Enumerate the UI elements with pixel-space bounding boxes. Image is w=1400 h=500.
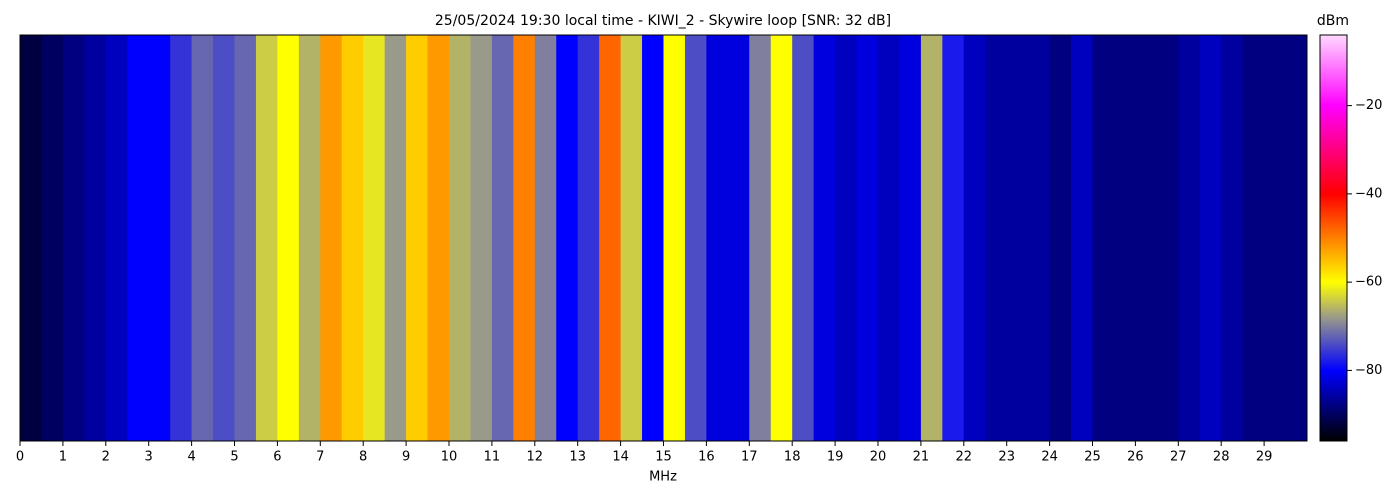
x-tick-label: 21 xyxy=(913,450,930,465)
heatmap-cell xyxy=(191,35,214,441)
heatmap-cell xyxy=(534,35,557,441)
heatmap-cell xyxy=(384,35,407,441)
heatmap-cell xyxy=(620,35,643,441)
x-tick-label: 11 xyxy=(484,450,501,465)
heatmap-cell xyxy=(449,35,471,441)
colorbar-tick-label: −60 xyxy=(1355,275,1382,290)
heatmap-cell xyxy=(1285,35,1308,441)
x-tick-label: 2 xyxy=(102,450,110,465)
heatmap-cell xyxy=(727,35,750,441)
x-tick-label: 1 xyxy=(59,450,67,465)
heatmap-cell xyxy=(20,35,42,441)
heatmap-cell xyxy=(706,35,729,441)
colorbar-label: dBm xyxy=(1317,13,1349,29)
x-tick-label: 16 xyxy=(698,450,715,465)
x-tick-label: 20 xyxy=(870,450,887,465)
x-tick-label: 8 xyxy=(359,450,367,465)
heatmap-cell xyxy=(277,35,300,441)
x-tick-label: 9 xyxy=(402,450,410,465)
x-tick-label: 10 xyxy=(441,450,458,465)
heatmap-cell xyxy=(1135,35,1158,441)
heatmap-cell xyxy=(427,35,450,441)
heatmap-cell xyxy=(255,35,278,441)
heatmap-cell xyxy=(170,35,193,441)
heatmap-cell xyxy=(1006,35,1029,441)
chart-title: 25/05/2024 19:30 local time - KIWI_2 - S… xyxy=(435,13,891,29)
heatmap-cell xyxy=(1199,35,1222,441)
heatmap-cell xyxy=(341,35,364,441)
x-tick-label: 24 xyxy=(1041,450,1058,465)
heatmap-cell xyxy=(1092,35,1115,441)
heatmap-cell xyxy=(770,35,793,441)
heatmap-cell xyxy=(963,35,986,441)
heatmap-cell xyxy=(491,35,514,441)
x-tick-label: 22 xyxy=(956,450,973,465)
colorbar xyxy=(1319,34,1348,442)
x-tick-label: 12 xyxy=(527,450,544,465)
heatmap-cell xyxy=(920,35,943,441)
heatmap-cell xyxy=(470,35,493,441)
heatmap-cell xyxy=(642,35,664,441)
heatmap-cell xyxy=(1242,35,1265,441)
x-axis-label: MHz xyxy=(649,470,677,485)
heatmap-cell xyxy=(577,35,600,441)
x-tick-label: 13 xyxy=(569,450,586,465)
x-tick-label: 15 xyxy=(655,450,672,465)
x-tick-label: 19 xyxy=(827,450,844,465)
heatmap-cell xyxy=(684,35,707,441)
x-tick-label: 27 xyxy=(1170,450,1187,465)
heatmap-cell xyxy=(105,35,128,441)
x-tick-label: 4 xyxy=(187,450,195,465)
heatmap-cell xyxy=(556,35,579,441)
heatmap-cell xyxy=(62,35,85,441)
x-tick-label: 26 xyxy=(1127,450,1144,465)
heatmap-cell xyxy=(985,35,1008,441)
heatmap-cell xyxy=(599,35,622,441)
heatmap-cell xyxy=(663,35,686,441)
heatmap-cell xyxy=(1221,35,1244,441)
heatmap-cell xyxy=(41,35,64,441)
heatmap-cell xyxy=(1178,35,1201,441)
x-tick-label: 28 xyxy=(1213,450,1230,465)
heatmap-cell xyxy=(213,35,235,441)
heatmap-cell xyxy=(320,35,343,441)
heatmap-cell xyxy=(84,35,107,441)
x-tick-label: 3 xyxy=(145,450,153,465)
heatmap-cell xyxy=(899,35,922,441)
heatmap-cell xyxy=(835,35,858,441)
heatmap-cell xyxy=(1113,35,1136,441)
x-tick-label: 25 xyxy=(1084,450,1101,465)
x-tick-label: 23 xyxy=(998,450,1015,465)
heatmap-cell xyxy=(1049,35,1072,441)
x-tick-label: 7 xyxy=(316,450,324,465)
colorbar-tick-label: −40 xyxy=(1355,186,1382,201)
heatmap-cell xyxy=(127,35,150,441)
x-tick-label: 17 xyxy=(741,450,758,465)
heatmap-cell xyxy=(1028,35,1051,441)
x-tick-label: 5 xyxy=(230,450,238,465)
colorbar-tick-label: −20 xyxy=(1355,98,1382,113)
x-tick-label: 18 xyxy=(784,450,801,465)
heatmap-cell xyxy=(363,35,386,441)
heatmap-cell xyxy=(942,35,965,441)
heatmap-cell xyxy=(1156,35,1179,441)
heatmap-cell xyxy=(1071,35,1093,441)
heatmap-cell xyxy=(878,35,900,441)
x-tick-label: 6 xyxy=(273,450,281,465)
x-tick-label: 29 xyxy=(1256,450,1273,465)
heatmap-cell xyxy=(148,35,171,441)
heatmap-cell xyxy=(792,35,815,441)
heatmap-cell xyxy=(298,35,321,441)
heatmap-cell xyxy=(1264,35,1287,441)
colorbar-tick-label: −80 xyxy=(1355,363,1382,378)
heatmap-cell xyxy=(513,35,536,441)
heatmap-cell xyxy=(406,35,429,441)
x-tick-label: 0 xyxy=(16,450,24,465)
heatmap-cell xyxy=(749,35,772,441)
heatmap-cell xyxy=(813,35,836,441)
heatmap-cell xyxy=(856,35,879,441)
x-tick-label: 14 xyxy=(612,450,629,465)
heatmap-cell xyxy=(234,35,257,441)
